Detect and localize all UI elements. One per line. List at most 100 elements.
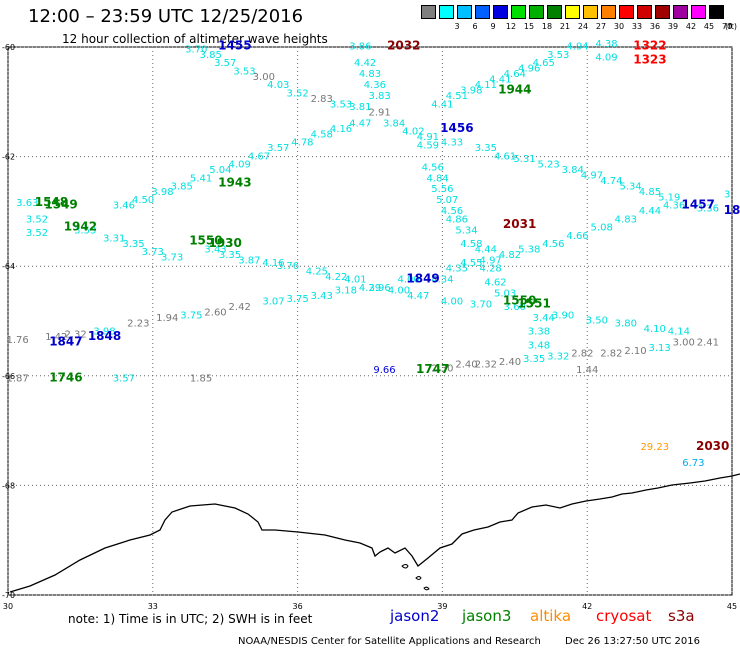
swh-reading: 4.11	[475, 80, 497, 91]
legend-swatch	[637, 5, 652, 19]
swh-reading: 4.85	[639, 187, 661, 198]
swh-reading: 3.86	[349, 42, 371, 53]
swh-reading: 2.10	[624, 346, 646, 357]
swh-reading: 5.41	[190, 173, 212, 184]
swh-reading: 4.91	[417, 132, 439, 143]
swh-reading: 4.00	[388, 286, 410, 297]
swh-reading: 4.55	[460, 258, 482, 269]
swh-reading: 4.00	[441, 297, 463, 308]
swh-reading: 4.64	[504, 69, 526, 80]
swh-reading: 3.87	[238, 255, 260, 266]
swh-reading: 3.98	[151, 187, 173, 198]
swh-reading: 4.41	[431, 99, 453, 110]
swh-reading: 5.19	[658, 192, 680, 203]
legend-label: 18	[541, 22, 553, 31]
swh-reading: 5.03	[494, 288, 516, 299]
swh-reading: 4.83	[615, 214, 637, 225]
swh-reading: 5.04	[209, 165, 231, 176]
lon-tick-label: 42	[582, 602, 592, 611]
swh-reading: 4.22	[325, 272, 347, 283]
swh-reading: 2.41	[697, 338, 719, 349]
legend-unit: (ft)	[724, 22, 738, 31]
swh-reading: 3.07	[262, 297, 284, 308]
swh-reading: 1.85	[190, 373, 212, 384]
legend-label: 24	[577, 22, 589, 31]
swh-reading: 2.83	[311, 94, 333, 105]
legend-swatch	[421, 5, 436, 19]
map-title: 12:00 – 23:59 UTC 12/25/2016	[28, 6, 304, 27]
swh-reading: 3.75	[180, 310, 202, 321]
swh-reading: 4.33	[441, 138, 463, 149]
footer-note: note: 1) Time is in UTC; 2) SWH is in fe…	[68, 612, 313, 626]
swh-reading: 4.16	[330, 124, 352, 135]
swh-reading: 4.59	[417, 140, 439, 151]
legend-label: 12	[505, 22, 517, 31]
swh-reading: 3.00	[253, 72, 275, 83]
swh-reading: 2.82	[600, 349, 622, 360]
pass-time-label: 1747	[416, 362, 449, 376]
pass-time-label: 1944	[498, 83, 531, 97]
legend-swatch	[439, 5, 454, 19]
swh-reading: 3.43	[204, 245, 226, 256]
swh-reading: 3.75	[286, 294, 308, 305]
swh-reading: 5.34	[620, 181, 642, 192]
swh-reading: 4.50	[132, 195, 154, 206]
legend-swatch	[511, 5, 526, 19]
swh-reading: 3.18	[335, 286, 357, 297]
lon-tick-label: 39	[437, 602, 447, 611]
swh-reading: 4.36	[663, 201, 685, 212]
swh-reading: 5.56	[431, 184, 453, 195]
legend-swatch	[655, 5, 670, 19]
lat-tick-label: -62	[2, 153, 15, 162]
satellite-jason3: jason3	[462, 607, 512, 625]
legend-label: 39	[667, 22, 679, 31]
swh-reading: 4.61	[494, 151, 516, 162]
swh-reading: 3.52	[26, 214, 48, 225]
swh-reading: 2.42	[229, 302, 251, 313]
map-subtitle: 12 hour collection of altimeter wave hei…	[62, 32, 328, 46]
swh-reading: 3.53	[547, 50, 569, 61]
swh-readings: 3.703.853.573.533.004.033.52 2.833.533.81…	[7, 39, 731, 469]
swh-reading: 4.83	[359, 69, 381, 80]
pass-time-label: 1849	[406, 272, 439, 286]
swh-reading: 5.34	[455, 225, 477, 236]
swh-reading: 3.80	[615, 318, 637, 329]
swh-reading: 4.56	[422, 162, 444, 173]
swh-reading: 5.08	[591, 223, 613, 234]
swh-reading: 3.35	[219, 250, 241, 261]
swh-reading: 3.52	[26, 228, 48, 239]
swh-reading: 3.84	[383, 118, 405, 129]
swh-reading: 4.41	[489, 75, 511, 86]
island-outline	[401, 564, 430, 591]
lat-tick-label: -66	[2, 372, 15, 381]
swh-reading: 3.46	[113, 201, 135, 212]
swh-reading: 4.47	[407, 291, 429, 302]
swh-reading: 4.82	[499, 250, 521, 261]
generated-timestamp: Dec 26 13:27:50 UTC 2016	[565, 636, 700, 647]
swh-reading: 2.40	[455, 360, 477, 371]
legend-label: 70	[721, 22, 733, 31]
swh-reading: 3.53	[74, 225, 96, 236]
swh-reading: 1.44	[576, 365, 598, 376]
swh-reading: 4.47	[349, 118, 371, 129]
swh-reading: 3.98	[460, 86, 482, 97]
swh-reading: 4.74	[600, 176, 622, 187]
swh-reading: 4.02	[402, 127, 424, 138]
pass-time-label: 1551	[517, 296, 550, 310]
swh-reading: 3.63	[16, 198, 38, 209]
pass-time-label: 1549	[44, 198, 77, 212]
swh-reading: 4.10	[644, 324, 666, 335]
swh-reading: 4.16	[262, 258, 284, 269]
swh-reading: 4.67	[248, 151, 270, 162]
pass-time-label: 2031	[503, 217, 536, 231]
swh-reading: 3.35	[523, 354, 545, 365]
swh-reading: 3.00	[673, 338, 695, 349]
swh-reading: 5.31	[513, 154, 535, 165]
lat-tick-label: -68	[2, 481, 15, 490]
lon-tick-label: 36	[293, 602, 303, 611]
swh-reading: 3.31	[103, 234, 125, 245]
swh-reading: 3.52	[286, 88, 308, 99]
swh-reading: 4.09	[229, 160, 251, 171]
pass-time-label: 18	[724, 203, 740, 217]
